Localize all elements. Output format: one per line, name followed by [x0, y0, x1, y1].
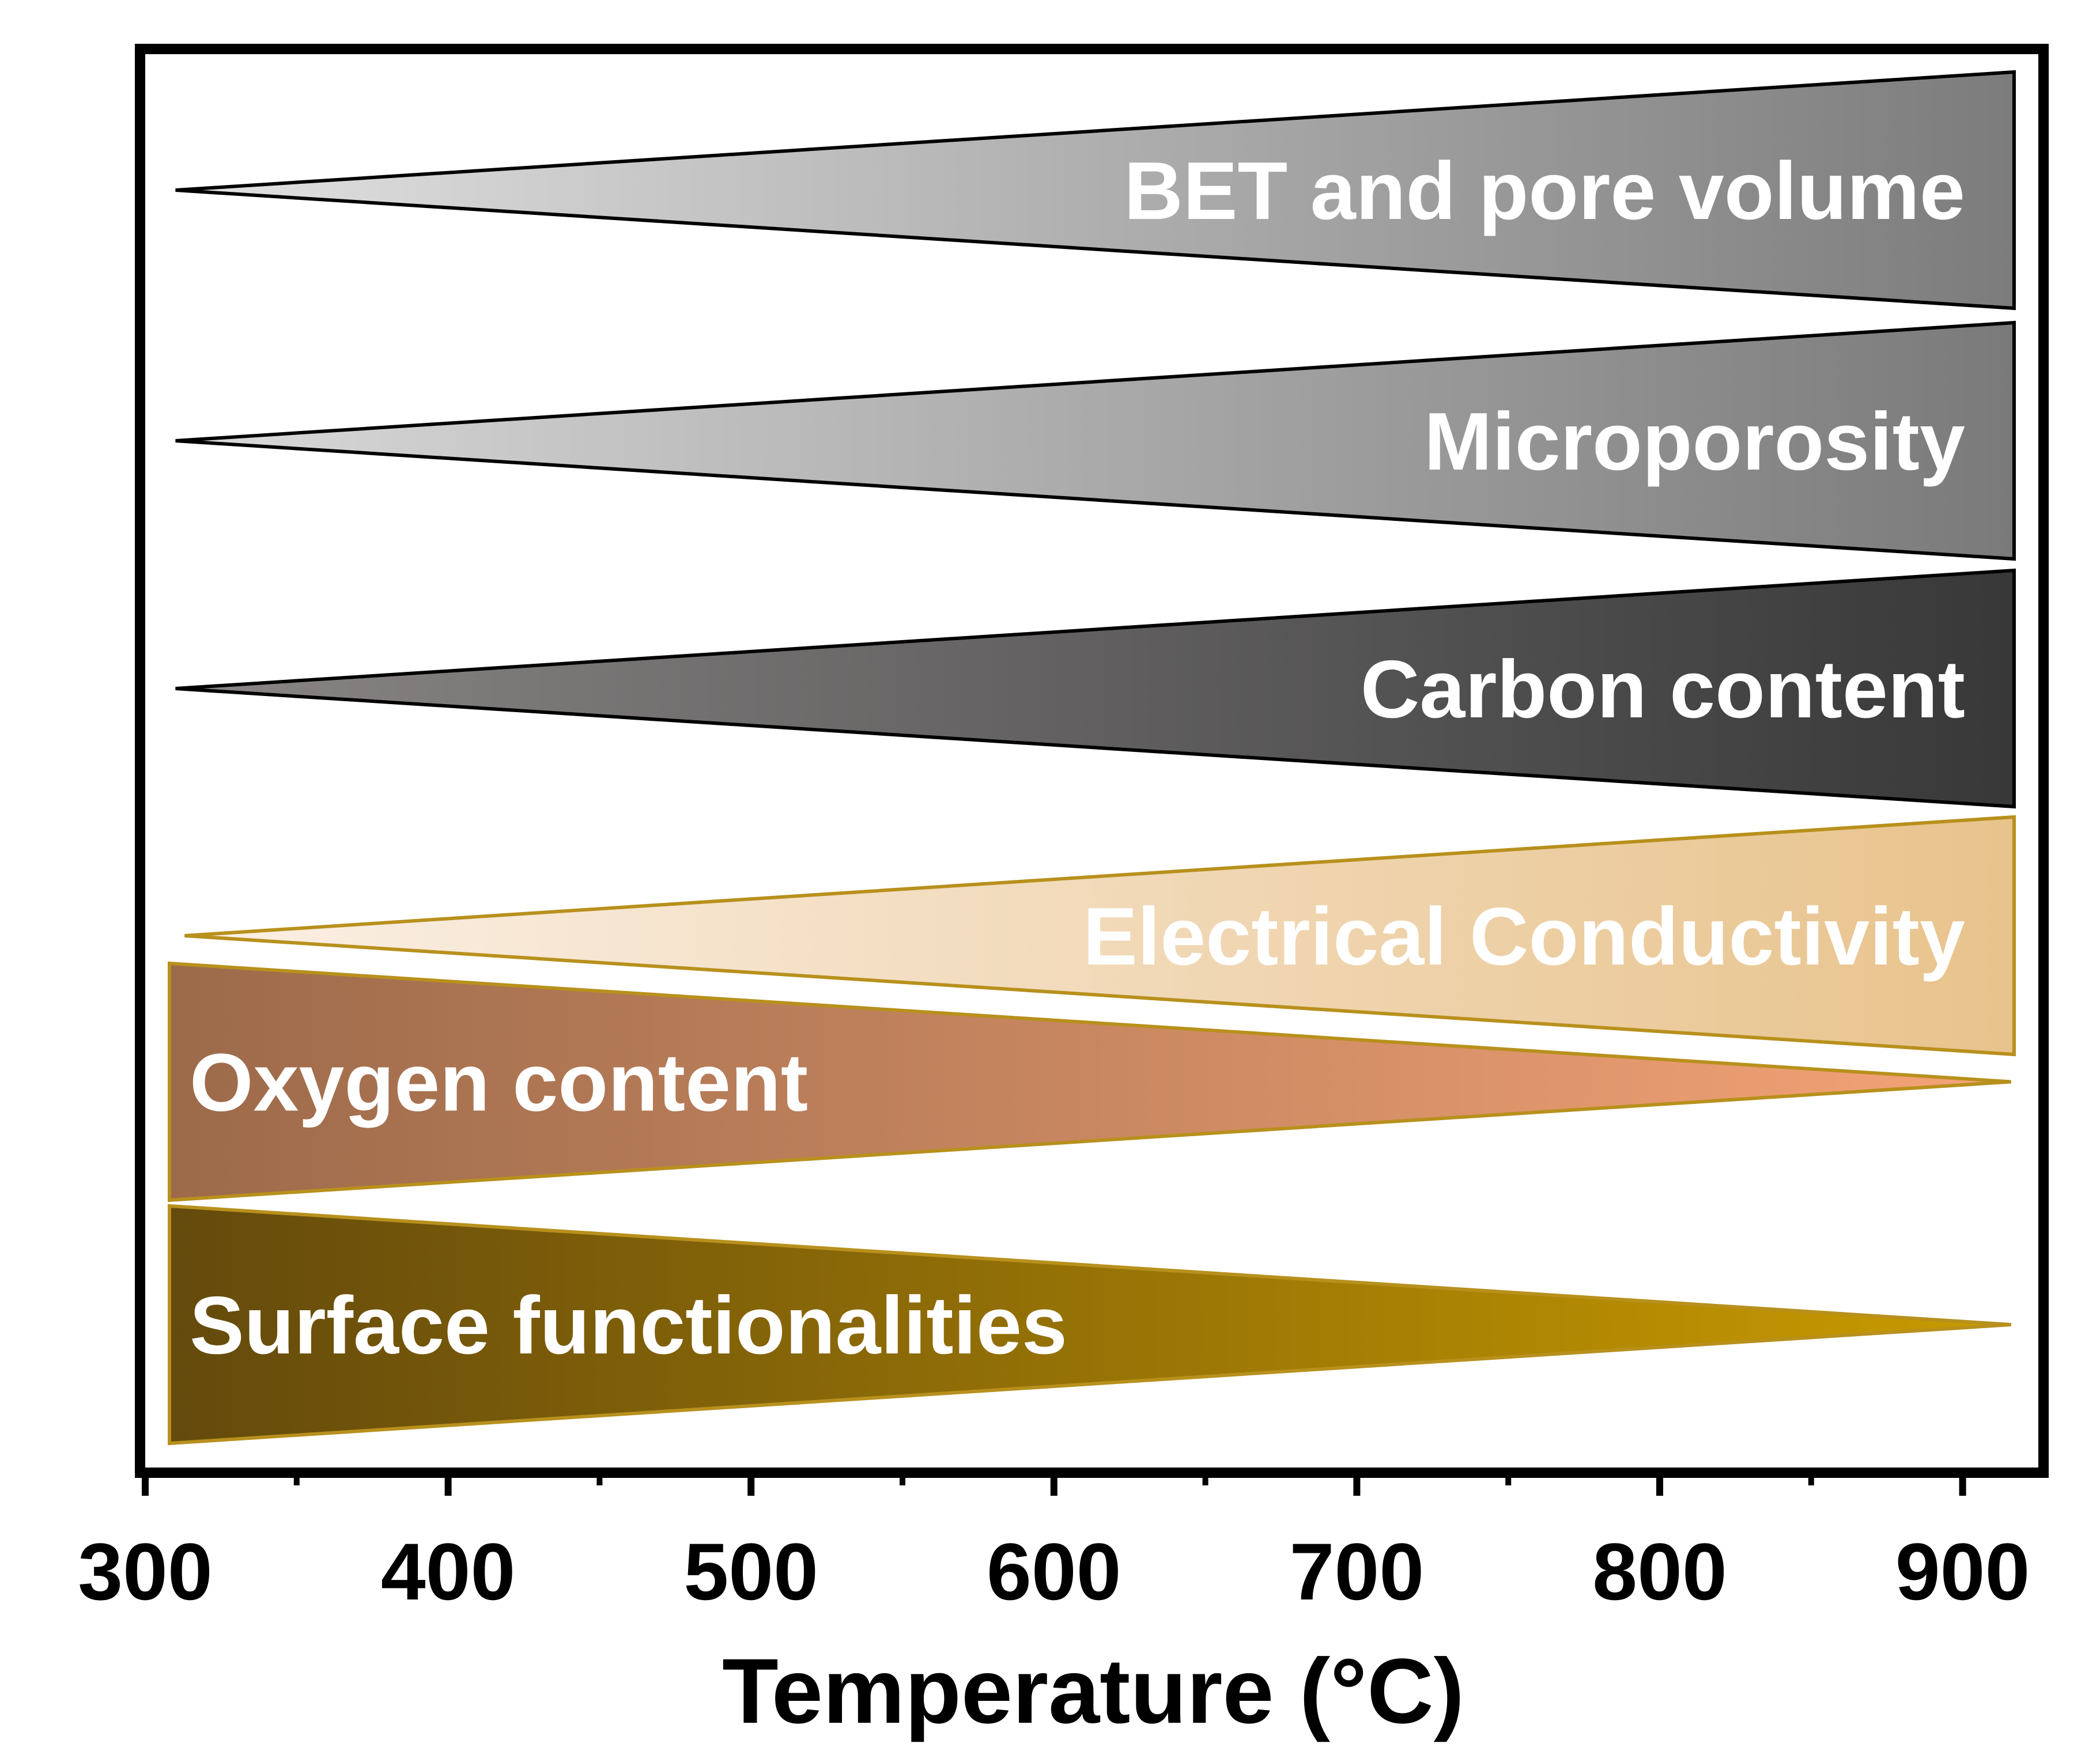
band-label-bet-and-pore-volume: BET and pore volume [1124, 145, 1965, 237]
band-label-microporosity: Microporosity [1424, 396, 1965, 487]
x-tick-label: 700 [1290, 1526, 1425, 1617]
band-label-surface-functionalities: Surface functionalities [190, 1280, 1067, 1371]
x-tick-label: 900 [1895, 1526, 2030, 1617]
band-label-electrical-conductivity: Electrical Conductivity [1083, 891, 1965, 982]
wedge-microporosity [175, 320, 2016, 561]
band-label-oxygen-content: Oxygen content [190, 1037, 808, 1129]
x-tick-label: 800 [1592, 1526, 1727, 1617]
x-axis-ticks: 300 400 500 600 700 800 900 [78, 1473, 2030, 1617]
x-tick-label: 400 [381, 1526, 516, 1617]
wedge-oxygen-content [168, 961, 2011, 1202]
x-axis-title: Temperature (°C) [722, 1639, 1464, 1742]
wedge-carbon-content [175, 568, 2016, 809]
wedge-bet-and-pore-volume [175, 70, 2016, 311]
x-tick-label: 300 [78, 1526, 213, 1617]
wedge-electrical-conductivity [184, 815, 2016, 1057]
plot-frame [135, 44, 2049, 1478]
wedge-surface-functionalities [168, 1204, 2011, 1446]
x-tick-label: 600 [987, 1526, 1121, 1617]
trend-bands: BET and pore volume Microporosity Carbon c… [168, 70, 2016, 1446]
band-label-carbon-content: Carbon content [1361, 644, 1965, 735]
x-tick-label: 500 [683, 1526, 818, 1617]
